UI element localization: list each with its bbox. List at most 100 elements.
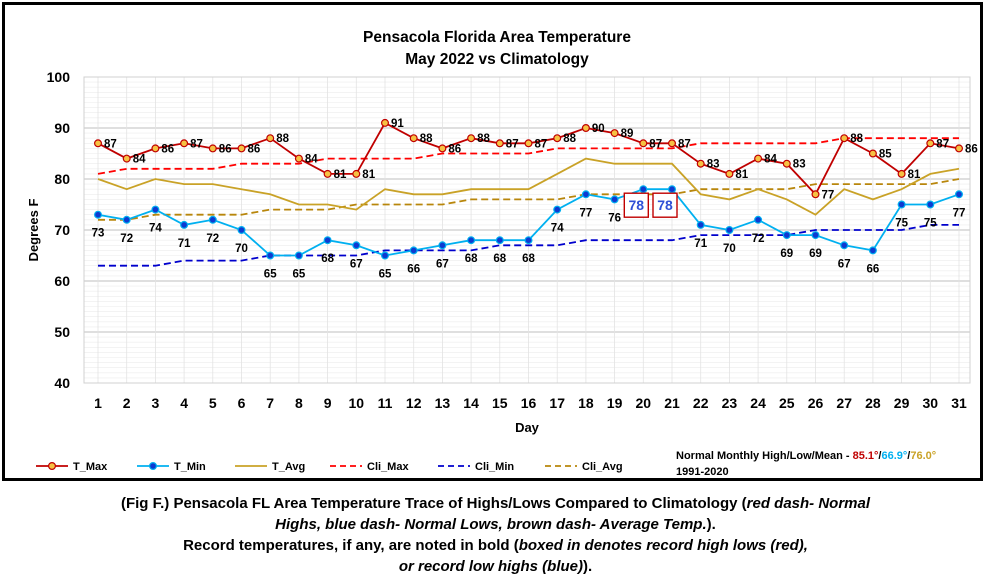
data-point [409,246,418,255]
data-point [696,159,705,168]
record-box [623,192,649,218]
data-point [754,215,763,224]
tmin-data-label: 75 [924,218,937,230]
tmin-data-label: 68 [321,253,334,265]
tmin-data-label: 72 [752,233,765,245]
y-tick-label: 60 [54,273,70,289]
y-tick-label: 40 [54,375,70,391]
tmax-data-label: 81 [362,169,375,181]
x-tick-label: 11 [378,395,393,411]
data-point [926,200,935,209]
legend-item: T_Max [36,461,108,473]
y-tick-label: 100 [47,69,71,85]
series-t-max [93,118,963,199]
x-tick-label: 3 [152,395,160,411]
tmax-data-label: 81 [334,169,347,181]
tmin-data-label: 77 [953,207,966,219]
tmin-data-label: 74 [551,223,564,235]
data-point [266,251,275,260]
legend-swatch-marker [47,462,56,471]
data-point [667,185,676,194]
tmax-data-label: 87 [104,138,117,150]
tmin-data-label: 70 [723,243,736,255]
data-point [266,134,275,143]
data-point [122,154,131,163]
data-point [639,185,648,194]
data-point [323,236,332,245]
x-tick-label: 7 [266,395,274,411]
data-point [208,144,217,153]
data-point [581,123,590,132]
x-tick-label: 8 [295,395,303,411]
series-t-min [93,185,963,260]
caption-line-2: Highs, blue dash- Normal Lows, brown das… [275,516,716,533]
tmin-data-label: 66 [407,263,420,275]
series-cli-avg [98,178,960,221]
data-point [381,118,390,127]
data-point [208,215,217,224]
tmin-data-label: 68 [465,253,478,265]
x-tick-label: 29 [894,395,910,411]
normals-period: 1991-2020 [676,466,729,478]
tmax-data-label: 89 [621,128,634,140]
tmax-data-label: 88 [850,133,863,145]
x-tick-label: 14 [463,395,479,411]
x-tick-label: 21 [664,395,680,411]
y-tick-label: 50 [54,324,70,340]
data-point [553,134,562,143]
data-point [180,139,189,148]
data-labels: 87 84 86 87 86 86 88 84 81 81 91 88 86 88 87 87 88 90 89 87… [92,118,978,281]
tmax-data-label: 87 [535,138,548,150]
data-point [294,154,303,163]
series-line [98,178,960,221]
normals-part: / [878,450,881,462]
data-point [725,169,734,178]
tmin-data-label: 65 [293,269,306,281]
tmax-data-label: 87 [936,138,949,150]
normals-part: / [907,450,910,462]
tmax-data-label: 81 [735,169,748,181]
plot-area [83,76,971,384]
data-point [840,241,849,250]
y-axis-label: Degrees F [26,199,41,262]
chart-subtitle: May 2022 vs Climatology [405,51,589,68]
data-point [409,134,418,143]
x-tick-label: 16 [521,395,537,411]
x-tick-label: 13 [435,395,451,411]
data-point [553,205,562,214]
data-point [381,251,390,260]
data-point [180,220,189,229]
data-point [667,139,676,148]
tmin-data-label: 69 [780,248,793,260]
data-point [438,241,447,250]
x-axis-label: Day [515,420,540,435]
data-point [524,236,533,245]
data-point [782,159,791,168]
data-point [954,144,963,153]
data-point [811,190,820,199]
tmax-data-label: 84 [305,154,318,166]
tmax-data-label: 88 [420,133,433,145]
tmax-data-label: 90 [592,123,605,135]
tmax-data-label: 86 [219,143,232,155]
legend-label: T_Max [73,461,108,473]
tmax-data-label: 88 [276,133,289,145]
tmin-data-label: 74 [149,223,162,235]
legend-item: T_Min [137,461,206,473]
tmin-data-label: 65 [264,269,277,281]
tmax-data-label: 86 [448,143,461,155]
normals-part: Normal Monthly High/Low/Mean - [676,450,853,462]
x-tick-label: 23 [722,395,738,411]
data-point [122,215,131,224]
data-point [581,190,590,199]
legend-label: T_Avg [272,461,305,473]
tmax-data-label: 91 [391,118,404,130]
tmin-data-label: 69 [809,248,822,260]
data-point [495,139,504,148]
x-tick-label: 22 [693,395,709,411]
tmax-data-label: 86 [161,143,174,155]
data-point [151,144,160,153]
data-point [926,139,935,148]
normals-part: 76.0° [910,450,936,462]
data-point [93,210,102,219]
